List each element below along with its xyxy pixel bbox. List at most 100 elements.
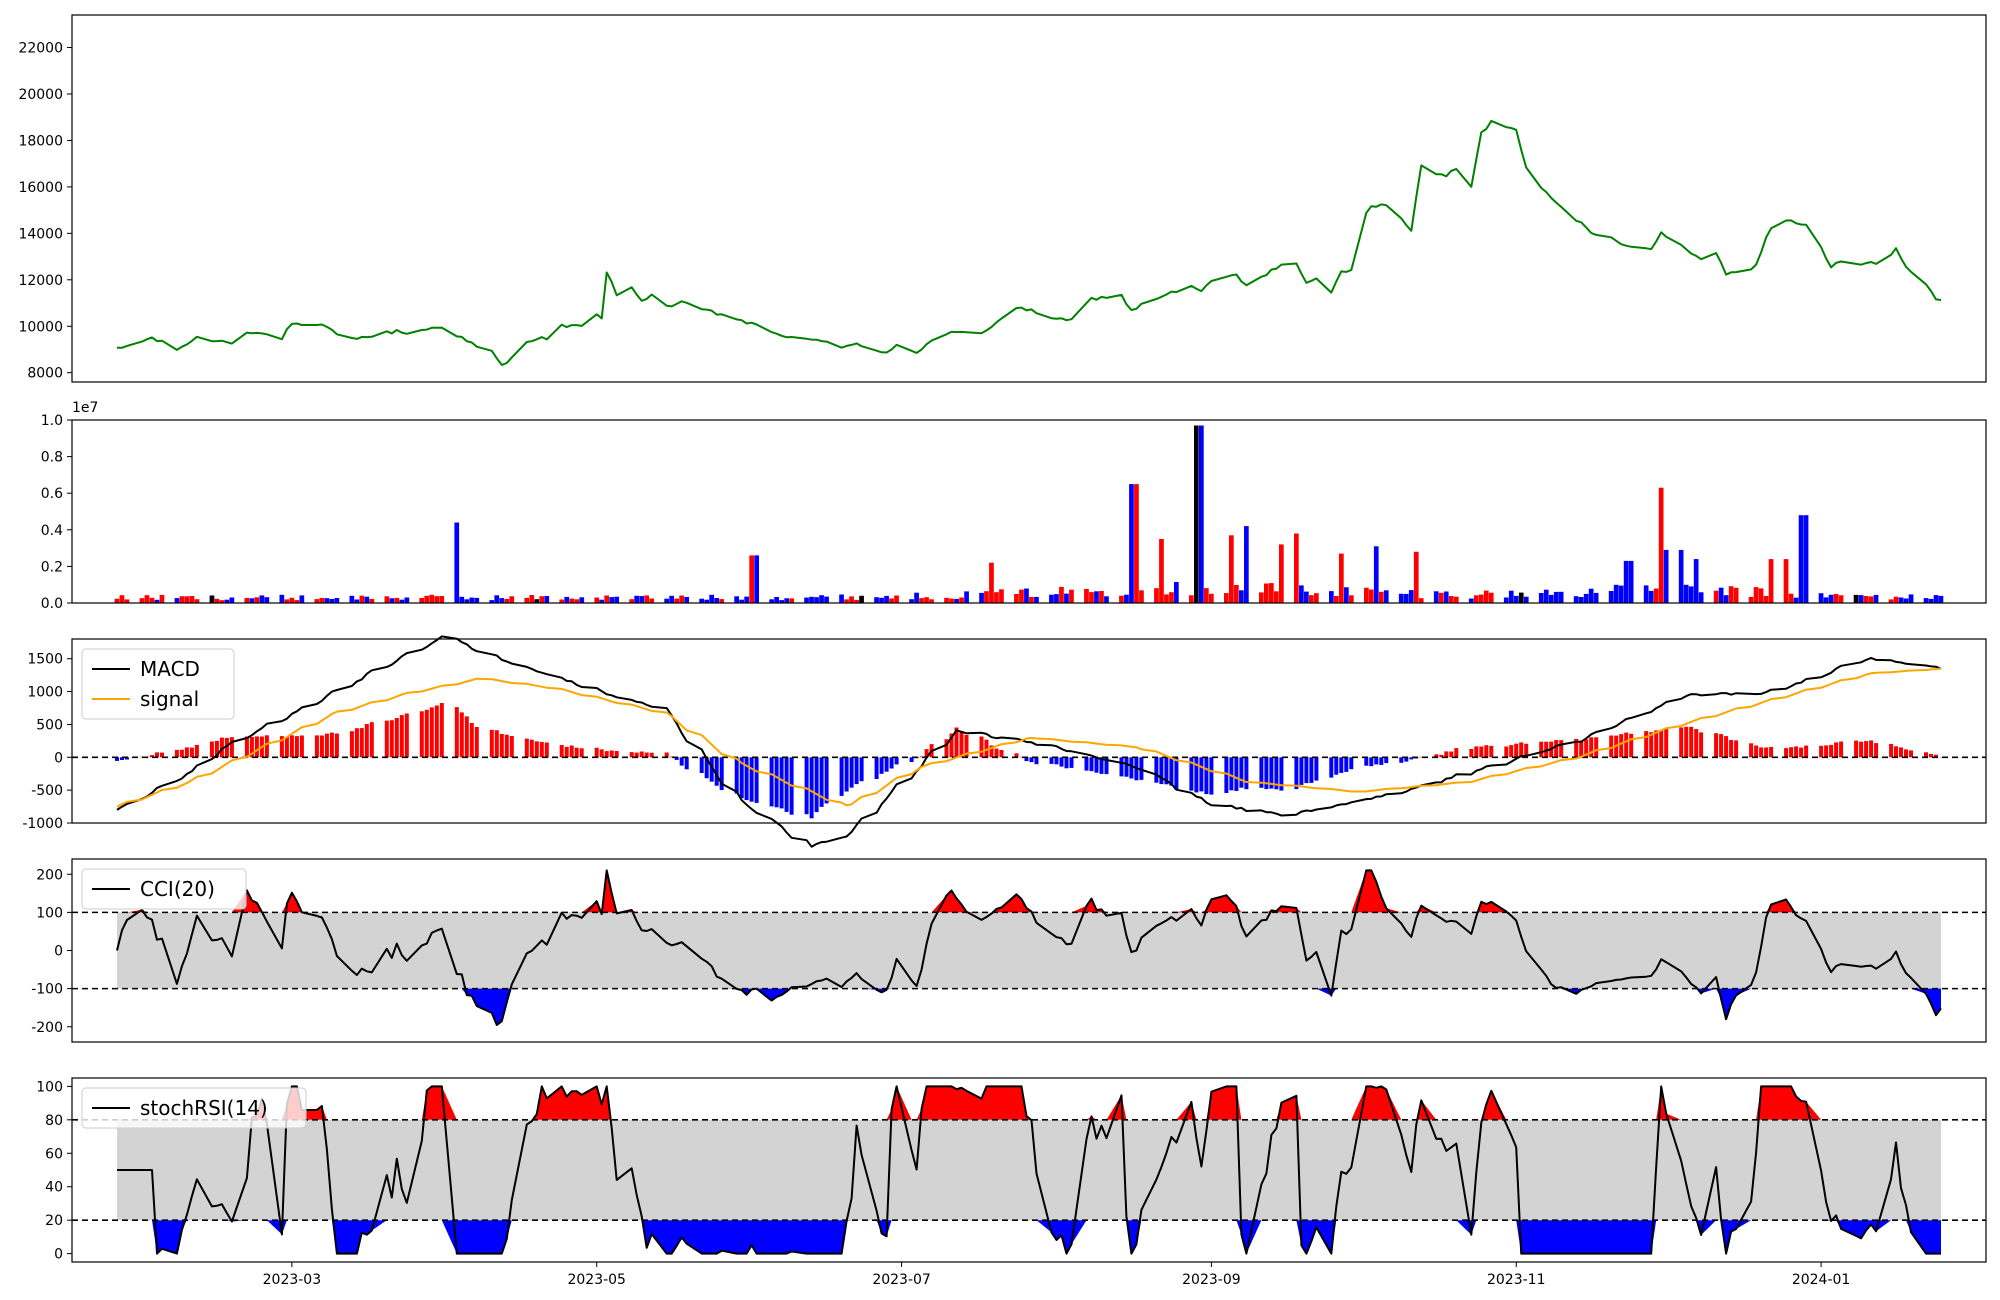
legend-label: signal <box>140 687 199 711</box>
macd-histogram-bar <box>334 733 339 758</box>
macd-histogram-bar <box>614 751 619 758</box>
volume-bar <box>874 597 879 603</box>
macd-histogram-bar <box>1139 757 1144 780</box>
cci-panel: -200 -100 0 100 200 CCI(20) <box>31 858 1987 1043</box>
volume-bar <box>1099 591 1104 603</box>
volume-bar <box>1134 484 1139 603</box>
x-tick-label: 2023-11 <box>1487 1272 1546 1288</box>
volume-bar <box>769 599 774 603</box>
macd-histogram-bar <box>454 707 459 758</box>
macd-histogram-bar <box>719 757 724 791</box>
macd-histogram-bar <box>439 703 444 758</box>
volume-bar <box>819 595 824 603</box>
macd-histogram-bar <box>1579 740 1584 758</box>
volume-bar <box>1383 590 1389 603</box>
volume-bar <box>244 597 250 603</box>
macd-histogram-bar <box>1759 747 1764 758</box>
volume-bar <box>1014 594 1019 603</box>
volume-bar <box>1678 549 1684 603</box>
y-tick-label: 500 <box>36 717 63 733</box>
volume-bar <box>1888 599 1894 603</box>
volume-bar <box>774 597 779 603</box>
volume-bar <box>294 600 300 603</box>
oversold-fill <box>117 988 1941 1025</box>
volume-bar <box>824 596 829 603</box>
legend-box <box>81 648 235 720</box>
volume-bar <box>1748 596 1754 603</box>
volume-bar <box>1443 591 1449 603</box>
volume-bar <box>1618 585 1624 603</box>
volume-bar <box>1299 585 1304 603</box>
axes-frame <box>71 419 1987 604</box>
macd-histogram-bar <box>1099 757 1104 774</box>
macd-histogram-bar <box>1519 742 1524 758</box>
macd-histogram-bar <box>1589 737 1594 758</box>
volume-bar <box>984 591 989 603</box>
volume-bar <box>1034 596 1039 603</box>
macd-histogram-bar <box>849 757 854 788</box>
volume-bar <box>949 598 954 603</box>
volume-bar <box>1713 590 1719 603</box>
volume-bar <box>1094 591 1099 603</box>
volume-bar <box>1523 596 1529 603</box>
volume-bar <box>464 599 470 603</box>
volume-bar <box>224 599 230 603</box>
volume-bar <box>1803 515 1809 603</box>
macd-histogram-bar <box>1794 746 1799 758</box>
volume-bar <box>1508 590 1514 603</box>
macd-histogram-bar <box>569 745 574 758</box>
macd-histogram-bar <box>704 757 709 779</box>
volume-bar <box>159 594 165 603</box>
macd-histogram-bar <box>1159 757 1164 785</box>
volume-bar <box>1294 533 1299 603</box>
macd-histogram-bar <box>1244 757 1249 790</box>
volume-bar <box>1413 551 1419 603</box>
volume-bar <box>844 599 849 603</box>
volume-bar <box>1553 591 1559 603</box>
macd-histogram-bar <box>1239 757 1244 788</box>
volume-bar <box>814 597 819 603</box>
volume-bar <box>1329 591 1334 603</box>
macd-histogram-bar <box>1689 726 1694 758</box>
volume-bar <box>674 598 679 603</box>
volume-bar <box>809 596 814 603</box>
macd-histogram-bar <box>184 747 189 758</box>
macd-histogram-bar <box>115 757 119 761</box>
axes-frame <box>71 1077 1987 1263</box>
volume-bar <box>1433 591 1439 603</box>
volume-bar <box>1628 560 1634 603</box>
macd-histogram-bar <box>1719 734 1724 758</box>
volume-bar <box>429 594 435 603</box>
macd-histogram-bar <box>1454 748 1459 758</box>
macd-histogram-bar <box>279 736 284 758</box>
macd-histogram-bar <box>909 757 914 762</box>
macd-histogram-bar <box>419 711 424 758</box>
macd-histogram-bar <box>1594 737 1599 758</box>
volume-bar <box>509 596 515 603</box>
volume-bar <box>369 599 375 603</box>
legend-label: MACD <box>140 657 200 681</box>
macd-histogram-bar <box>289 735 294 758</box>
macd-histogram-bar <box>1649 732 1654 758</box>
volume-bar <box>1224 593 1229 603</box>
macd-histogram-bar <box>1339 757 1344 773</box>
volume-bar <box>494 595 500 603</box>
macd-histogram-bar <box>1734 740 1739 758</box>
volume-bar <box>879 597 884 603</box>
volume-bar <box>954 598 959 603</box>
volume-bar <box>284 599 290 603</box>
volume-bar <box>629 599 634 603</box>
legend-label: stochRSI(14) <box>140 1096 268 1120</box>
volume-bar <box>604 595 609 603</box>
volume-bar <box>909 599 914 603</box>
macd-histogram-bar <box>254 736 259 758</box>
volume-bar <box>1643 585 1649 603</box>
volume-bar <box>179 596 185 603</box>
macd-histogram-bar <box>459 712 464 758</box>
macd-histogram-bar <box>209 741 214 758</box>
macd-histogram-bar <box>1259 757 1264 788</box>
macd-histogram-bar <box>504 734 509 758</box>
volume-bar <box>1069 589 1074 603</box>
volume-bar <box>1538 593 1544 603</box>
volume-bar <box>1054 594 1059 603</box>
